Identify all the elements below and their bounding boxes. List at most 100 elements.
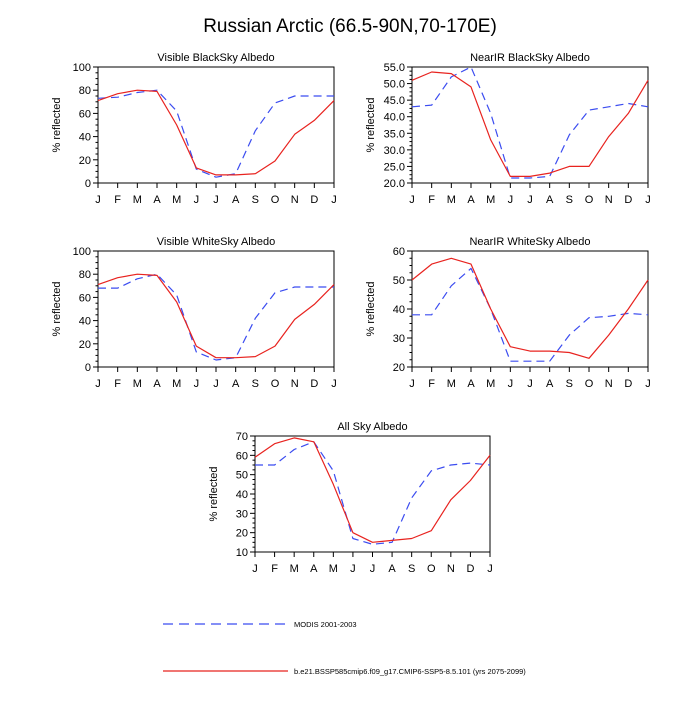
x-tick-label: A	[232, 378, 240, 390]
y-tick-label: 35.0	[384, 128, 405, 140]
x-tick-label: M	[329, 563, 338, 575]
y-tick-label: 30.0	[384, 145, 405, 157]
x-tick-label: F	[114, 194, 121, 206]
x-tick-label: M	[133, 378, 142, 390]
x-tick-label: J	[331, 194, 337, 206]
y-tick-label: 10	[236, 547, 248, 559]
series-line-model	[97, 273, 335, 359]
chart-panel-3: Visible WhiteSky Albedo % reflected 0 20 40 6…	[51, 236, 337, 390]
y-tick-label: 25.0	[384, 161, 405, 173]
x-tick-label: D	[310, 378, 318, 390]
x-tick-label: J	[645, 194, 651, 206]
x-tick-label: A	[388, 563, 396, 575]
legend-label-model: b.e21.BSSP585cmip6.f09_g17.CMIP6-SSP5-8.…	[294, 667, 526, 676]
x-tick-label: O	[427, 563, 436, 575]
x-tick-label: O	[271, 378, 280, 390]
x-tick-label: J	[645, 378, 651, 390]
y-tick-label: 0	[85, 362, 91, 374]
x-tick-label: S	[252, 378, 259, 390]
x-tick-label: M	[172, 378, 181, 390]
y-axis-label: % reflected	[51, 97, 63, 152]
x-tick-label: A	[232, 194, 240, 206]
x-tick-label: M	[290, 563, 299, 575]
x-tick-label: A	[546, 378, 554, 390]
x-tick-label: J	[409, 378, 415, 390]
x-tick-label: D	[466, 563, 474, 575]
series-line-modis	[412, 267, 649, 362]
x-tick-label: N	[291, 194, 299, 206]
x-tick-label: J	[194, 378, 200, 390]
y-tick-label: 60	[79, 292, 91, 304]
x-tick-label: J	[527, 194, 533, 206]
x-tick-label: A	[310, 563, 318, 575]
panel-title: NearIR BlackSky Albedo	[470, 52, 590, 64]
x-tick-label: S	[566, 378, 573, 390]
x-tick-label: S	[408, 563, 415, 575]
series-line-model	[254, 437, 491, 543]
y-tick-label: 40	[393, 304, 405, 316]
x-tick-label: A	[153, 194, 161, 206]
y-tick-label: 40	[79, 316, 91, 328]
chart-panel-5: All Sky Albedo % reflected 10 20 30 40 50 60 70 J…	[208, 421, 493, 575]
y-tick-label: 20	[79, 339, 91, 351]
x-tick-label: J	[252, 563, 258, 575]
y-tick-label: 50	[236, 470, 248, 482]
y-axis-label: % reflected	[365, 281, 377, 336]
series-line-modis	[255, 441, 491, 545]
y-tick-label: 40.0	[384, 112, 405, 124]
y-tick-label: 40	[236, 489, 248, 501]
y-tick-label: 70	[236, 431, 248, 443]
x-tick-label: M	[133, 194, 142, 206]
y-tick-label: 80	[79, 85, 91, 97]
plot-frame	[411, 66, 649, 184]
panel-title: Visible BlackSky Albedo	[157, 52, 274, 64]
figure-title: Russian Arctic (66.5-90N,70-170E)	[203, 16, 497, 37]
y-tick-label: 30	[236, 508, 248, 520]
x-tick-label: N	[605, 378, 613, 390]
x-tick-label: O	[271, 194, 280, 206]
y-axis-label: % reflected	[51, 281, 63, 336]
x-tick-label: M	[447, 194, 456, 206]
panel-title: Visible WhiteSky Albedo	[157, 236, 275, 248]
legend-entry-modis: MODIS 2001-2003	[163, 620, 357, 629]
y-tick-label: 50.0	[384, 79, 405, 91]
x-tick-label: F	[271, 563, 278, 575]
series-line-modis	[98, 273, 334, 361]
y-tick-label: 20	[236, 528, 248, 540]
series-line-model	[411, 257, 649, 359]
chart-panel-4: NearIR WhiteSky Albedo % reflected 20 30 40 5…	[365, 236, 651, 390]
x-tick-label: M	[486, 194, 495, 206]
plot-frame	[254, 435, 491, 553]
x-tick-label: D	[624, 194, 632, 206]
y-tick-label: 20	[79, 155, 91, 167]
x-tick-label: N	[291, 378, 299, 390]
x-tick-label: M	[172, 194, 181, 206]
x-tick-label: D	[624, 378, 632, 390]
x-tick-label: J	[508, 194, 514, 206]
plot-frame	[97, 66, 335, 184]
x-tick-label: S	[252, 194, 259, 206]
x-tick-label: J	[194, 194, 200, 206]
chart-panel-1: Visible BlackSky Albedo % reflected 0 20 40 6…	[51, 52, 337, 206]
y-tick-label: 100	[73, 246, 91, 258]
plot-frame	[97, 250, 335, 368]
y-tick-label: 55.0	[384, 62, 405, 74]
y-tick-label: 60	[393, 246, 405, 258]
y-tick-label: 30	[393, 333, 405, 345]
x-tick-label: J	[213, 378, 219, 390]
x-tick-label: A	[546, 194, 554, 206]
y-tick-label: 40	[79, 132, 91, 144]
y-axis-label: % reflected	[365, 97, 377, 152]
x-tick-label: J	[350, 563, 356, 575]
panel-title: NearIR WhiteSky Albedo	[469, 236, 590, 248]
x-tick-label: O	[585, 194, 594, 206]
x-tick-label: F	[428, 194, 435, 206]
y-tick-label: 60	[79, 108, 91, 120]
x-tick-label: J	[508, 378, 514, 390]
x-tick-label: S	[566, 194, 573, 206]
panel-title: All Sky Albedo	[337, 421, 407, 433]
x-tick-label: D	[310, 194, 318, 206]
x-tick-label: J	[331, 378, 337, 390]
x-tick-label: A	[153, 378, 161, 390]
